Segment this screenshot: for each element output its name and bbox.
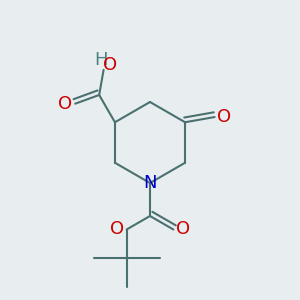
Text: O: O — [103, 56, 117, 74]
Text: O: O — [58, 95, 72, 113]
Text: O: O — [110, 220, 124, 238]
Text: H: H — [94, 51, 107, 69]
Text: O: O — [218, 108, 232, 126]
Text: N: N — [143, 174, 157, 192]
Text: O: O — [176, 220, 190, 238]
